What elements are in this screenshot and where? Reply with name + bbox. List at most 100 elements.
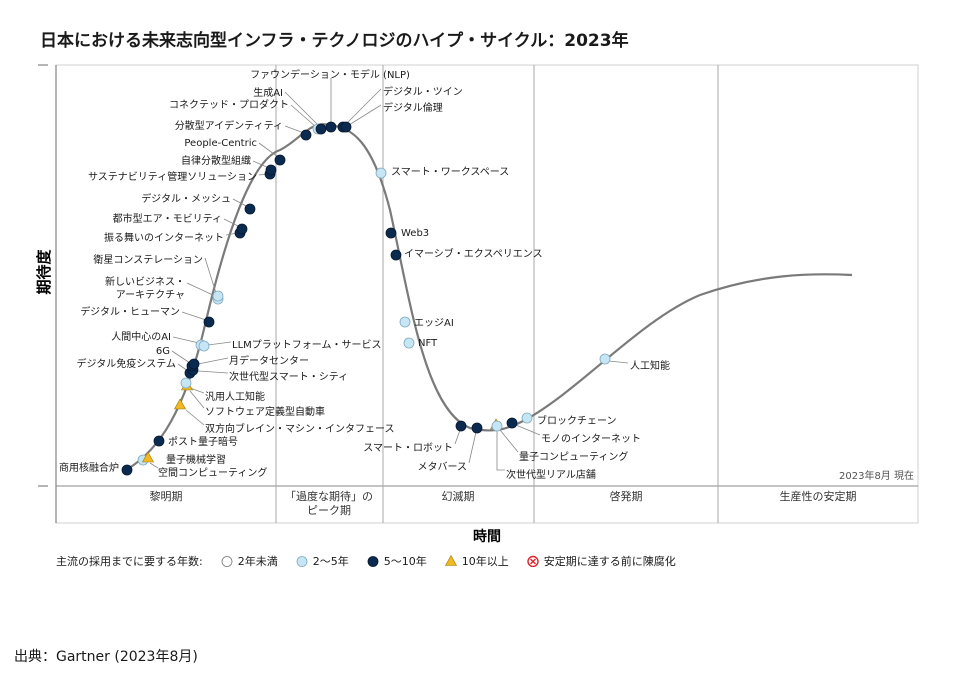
leader-line	[496, 429, 505, 471]
point-labels: 商用核融合炉 空間コンピューティング量子機械学習ポスト量子暗号双方向ブレイン・マシ…	[59, 68, 670, 481]
leader-line	[186, 282, 216, 297]
point-label: People-Centric	[184, 138, 257, 149]
legend-marker	[221, 556, 233, 567]
leader-line	[181, 311, 207, 321]
legend: 主流の採用までに要する年数: 2年未満 2〜5年 5〜10年 10年以上 安定期に達する…	[56, 553, 676, 569]
phase-label: 啓発期	[610, 489, 643, 503]
legend-swatch	[444, 555, 457, 566]
legend-marker	[296, 556, 308, 567]
leader-line	[197, 370, 229, 374]
point-label: イマーシブ・エクスペリエンス	[404, 247, 543, 260]
marker-point	[265, 164, 277, 176]
legend-prefix: 主流の採用までに要する年数:	[56, 555, 203, 568]
marker-point	[198, 340, 210, 352]
as-of-date: 2023年8月 現在	[839, 469, 914, 482]
hype-cycle-chart: 黎明期 「過度な期待」のピーク期 幻滅期 啓発期 生産性の安定期 商用核融合炉 空間コンピ…	[35, 64, 919, 545]
leader-line	[223, 218, 241, 228]
leader-line	[284, 125, 305, 134]
point-label: NFT	[418, 338, 438, 349]
legend-item-obsolete: 安定期に達する前に陳腐化	[527, 553, 676, 569]
leader-line	[189, 390, 205, 409]
leader-line	[290, 104, 317, 128]
legend-label: 安定期に達する前に陳腐化	[543, 555, 676, 568]
legend-marker	[527, 555, 539, 567]
legend-swatch	[296, 556, 308, 567]
leader-line	[232, 198, 249, 208]
phase-labels: 黎明期 「過度な期待」のピーク期 幻滅期 啓発期 生産性の安定期	[150, 489, 857, 517]
legend-label: 2〜5年	[312, 555, 349, 568]
point-label: ポスト量子暗号	[168, 435, 238, 448]
leader-line	[348, 104, 382, 126]
phase-label: 黎明期	[150, 489, 183, 503]
leader-line	[149, 462, 159, 469]
leader-line	[468, 431, 477, 464]
point-label: 次世代型リアル店舗	[506, 468, 596, 481]
point-label: 振る舞いのインターネット	[104, 231, 224, 244]
x-axis-label: 時間	[473, 528, 501, 545]
point-label: 新しいビジネス・アーキテクチャ	[105, 275, 185, 301]
marker-point	[385, 227, 397, 239]
legend-label: 10年以上	[461, 555, 509, 568]
hype-curve	[125, 123, 853, 471]
legend-label: 2年未満	[237, 555, 278, 568]
plot-frame	[38, 64, 919, 524]
point-label: スマート・ワークスペース	[391, 166, 509, 178]
leader-line	[515, 424, 541, 436]
phase-label: 「過度な期待」のピーク期	[285, 489, 373, 517]
markers	[121, 121, 611, 476]
marker-point	[141, 451, 155, 463]
leader-line	[284, 91, 320, 127]
point-label: 商用核融合炉	[59, 461, 119, 474]
marker-point	[375, 167, 387, 179]
legend-item-y5_10: 5〜10年	[367, 553, 427, 569]
point-label: コネクテッド・プロダクト	[169, 98, 289, 111]
chart-title: 日本における未来志向型インフラ・テクノロジのハイプ・サイクル：2023年	[40, 31, 629, 51]
point-label: 次世代型スマート・シティ	[229, 370, 348, 383]
legend-marker	[367, 556, 379, 567]
point-label: デジタル倫理	[383, 101, 443, 114]
marker-point	[153, 435, 165, 447]
marker-point	[121, 464, 133, 476]
point-label: ブロックチェーン	[537, 414, 617, 427]
leader-line	[185, 409, 205, 426]
marker-point	[236, 223, 248, 235]
label-leaders	[149, 78, 629, 471]
leader-line	[608, 360, 629, 364]
marker-point	[455, 420, 467, 432]
point-label: 人間中心のAI	[111, 330, 171, 343]
point-label: モノのインターネット	[541, 433, 641, 445]
marker-point	[180, 377, 192, 389]
legend-swatch	[527, 555, 539, 567]
point-label: 双方向ブレイン・マシン・インタフェース	[205, 422, 395, 435]
phase-label: 幻滅期	[442, 490, 475, 503]
marker-point	[599, 353, 611, 365]
legend-marker	[444, 555, 457, 566]
leader-line	[252, 160, 270, 169]
point-label: 量子コンピューティング	[519, 450, 628, 463]
leader-line	[345, 88, 382, 125]
marker-point	[491, 420, 503, 432]
point-label: 人工知能	[630, 359, 670, 372]
point-label: LLMプラットフォーム・サービス	[232, 339, 381, 351]
point-label: 空間コンピューティング	[158, 466, 267, 479]
legend-swatch	[367, 556, 379, 567]
marker-point	[340, 121, 352, 133]
legend-swatch	[221, 556, 233, 567]
point-label: 衛星コンステレーション	[93, 253, 203, 266]
legend-item-gt10: 10年以上	[444, 553, 509, 569]
point-label: 6G	[156, 346, 170, 357]
marker-point	[403, 337, 415, 349]
source-note: 出典：Gartner (2023年8月)	[14, 649, 198, 665]
point-label: 月データセンター	[229, 354, 309, 367]
phase-label: 生産性の安定期	[780, 489, 857, 503]
point-label: デジタル・メッシュ	[141, 192, 231, 205]
marker-point	[300, 129, 312, 141]
point-label: 都市型エア・モビリティ	[113, 212, 222, 225]
point-label: メタバース	[418, 461, 468, 473]
point-label: デジタル免疫システム	[77, 357, 177, 370]
point-label: サステナビリティ管理ソリューション	[88, 170, 257, 183]
point-label: スマート・ロボット	[363, 442, 453, 454]
marker-point	[203, 316, 215, 328]
leader-line	[207, 341, 232, 346]
leader-line	[204, 257, 217, 294]
